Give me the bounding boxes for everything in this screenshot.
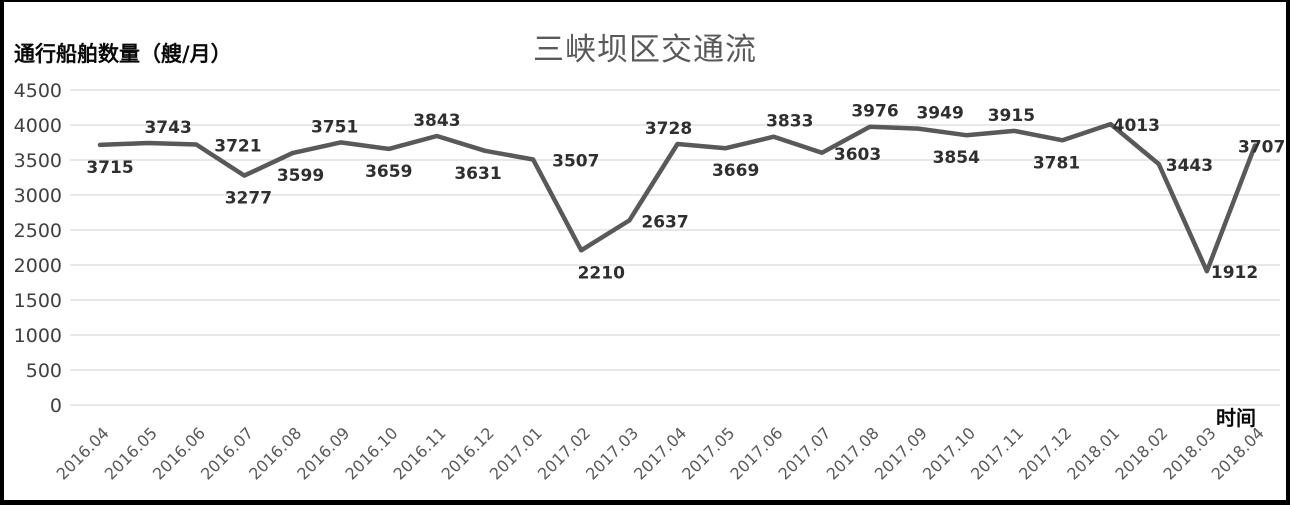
data-label: 1912 [1211,263,1258,283]
data-label: 4013 [1113,116,1160,136]
y-tick-label: 3500 [14,150,62,172]
data-label: 3843 [413,111,460,131]
y-tick-label: 2500 [14,220,62,242]
data-label: 2637 [641,212,688,232]
data-label: 3976 [851,102,898,122]
data-label: 3781 [1033,153,1080,173]
y-axis-title: 通行船舶数量（艘/月） [14,41,232,66]
y-tick-label: 4000 [14,115,62,137]
y-tick-label: 3000 [14,185,62,207]
data-label: 2210 [578,263,625,283]
y-tick-label: 4500 [14,80,62,102]
y-tick-label: 500 [26,360,62,382]
data-label: 3507 [552,152,599,172]
data-label: 3743 [144,118,191,138]
data-label: 3728 [645,119,692,139]
data-label: 3949 [916,104,963,124]
y-tick-label: 1500 [14,290,62,312]
data-label: 3659 [365,162,412,182]
x-axis-title: 时间 [1216,406,1256,430]
traffic-line [97,121,1258,274]
chart-canvas: 0500100015002000250030003500400045002016… [14,80,1286,484]
data-label: 3631 [454,164,501,184]
y-tick-label: 1000 [14,325,62,347]
data-label: 3854 [933,148,980,168]
data-label: 3915 [988,106,1035,126]
data-label: 3443 [1166,156,1213,176]
data-label: 3721 [214,137,261,157]
data-label: 3707 [1238,138,1285,158]
chart-title: 三峡坝区交通流 [533,32,757,68]
data-label: 3669 [712,161,759,181]
data-label: 3603 [834,145,881,165]
y-tick-label: 0 [50,395,62,417]
y-tick-label: 2000 [14,255,62,277]
x-tick-label: 2018.04 [1208,423,1268,483]
data-label: 3277 [225,189,272,209]
data-label: 3599 [277,166,324,186]
data-label: 3715 [86,158,133,178]
data-label: 3751 [311,117,358,137]
data-label: 3833 [766,112,813,132]
